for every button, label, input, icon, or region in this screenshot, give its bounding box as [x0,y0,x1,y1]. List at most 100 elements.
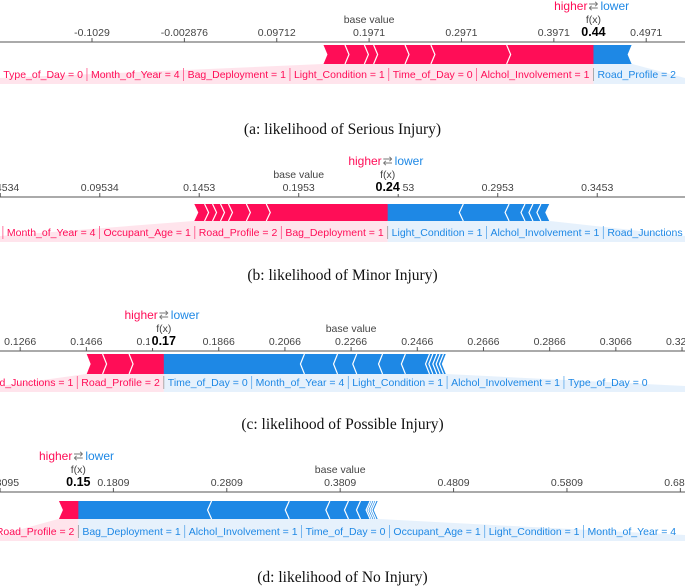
arrows-icon: ⇄ [588,0,598,13]
negative-separator [441,353,447,375]
negative-feature-label: Bag_Deployment = 1 [82,526,181,538]
force-plot-serious-injury: -0.1029 -0.002876 0.09712 0.1971 0.2971 0.397… [0,0,685,150]
positive-separator [57,500,63,520]
negative-segment [536,204,550,221]
force-plot-svg: 0.12660.14660.16660.18660.20660.22660.24… [0,308,685,392]
negative-separator [332,353,339,375]
positive-separator [85,353,91,375]
negative-feature-label: Type_of_Day = 0 [568,377,648,389]
negative-segment [528,204,541,221]
negative-separator [377,353,384,375]
positive-segment [228,204,251,221]
positive-separator [265,203,271,222]
negative-separator [400,353,406,375]
positive-fade-band [0,374,164,392]
positive-feature-label: Light_Condition = 1 [294,69,385,81]
tick-label: 0.1466 [70,336,102,348]
caption: (c: likelihood of Possible Injury) [241,416,444,433]
positive-segment [322,45,349,64]
negative-segment [387,204,464,221]
negative-segment [428,354,437,374]
positive-separator [204,203,210,222]
positive-separator [102,353,108,375]
positive-separator [227,203,234,222]
positive-segment [58,501,83,519]
negative-separator [343,500,350,520]
positive-fade-band [0,519,79,541]
positive-feature-label: Road_Junctions = 1 [0,377,73,389]
tick-label: 0.09712 [258,27,296,39]
force-plot-svg: -0.1029 -0.002876 0.09712 0.1971 0.2971 0.397… [0,0,685,84]
negative-segment [378,354,406,374]
lower-label: lower [600,0,629,13]
positive-separator [212,203,218,222]
positive-fade-band [0,64,594,84]
positive-separator [219,203,226,222]
positive-separator [322,44,328,65]
tick-label: 0.6809 [664,477,685,489]
tick-label: -0.1029 [74,27,110,39]
tick-label: 0.09534 [81,182,119,194]
negative-separator [438,353,444,375]
fx-value-bg [579,25,608,39]
negative-fade-band [163,374,685,392]
tick-label: 0.2866 [534,336,566,348]
positive-fade-band [0,221,388,242]
negative-separator [504,203,510,222]
negative-segment [333,354,357,374]
positive-separator [430,44,436,65]
positive-feature-label: Road_Profile = 2 [81,377,160,389]
negative-segment [285,501,330,519]
tick-label: 0.1266 [4,336,36,348]
negative-feature-label: Month_of_Year = 4 [256,377,345,389]
positive-feature-label: Time_of_Day = 0 [393,69,473,81]
tick-label: 0.2809 [211,477,243,489]
output-value: 0.17 [152,334,176,348]
positive-separator [193,203,199,222]
negative-segment [300,354,338,374]
positive-segment [220,204,233,221]
negative-separator [545,203,551,222]
caption: (a: likelihood of Serious Injury) [243,121,442,138]
negative-separator [325,500,331,520]
lower-label: lower [395,154,424,168]
output-value: 0.24 [376,180,400,194]
negative-separator [206,500,213,520]
fx-label: f(x) [156,323,171,335]
tick-label: 0.1453 [183,182,215,194]
tick-label: 0.4809 [438,477,470,489]
positive-segment [373,45,410,64]
positive-feature-label: Type_of_Day = 0 [3,69,83,81]
negative-separator [627,44,633,65]
negative-segment [459,204,510,221]
caption: (b: likelihood of Minor Injury) [247,267,438,284]
negative-feature-label: Road_Junctions = 1 [607,227,685,239]
negative-separator [373,500,379,520]
tick-label: 0.1866 [203,336,235,348]
negative-segment [352,354,383,374]
force-plot-svg: 0.08095 0.1809 0.2809 0.3809 0.4809 0.5809 0.6… [0,449,685,541]
higher-label: higher [554,0,587,13]
tick-label: 0.1953 [283,182,315,194]
tick-label: 0.2971 [445,27,477,39]
tick-label: 0.1971 [353,27,385,39]
force-plot-no-injury: 0.08095 0.1809 0.2809 0.3809 0.4809 0.5809 0.6… [0,449,685,586]
tick-label: 0.3971 [538,27,570,39]
negative-separator [536,203,542,222]
positive-segment [506,45,598,64]
tick-label: -0.002876 [161,27,208,39]
negative-separator [458,203,464,222]
negative-separator [352,353,358,375]
arrows-icon: ⇄ [73,449,83,463]
positive-segment [212,204,225,221]
positive-segment [193,204,209,221]
positive-segment [86,354,107,374]
positive-feature-label: Occupant_Age = 1 [104,227,191,239]
fx-label: f(x) [380,169,395,181]
positive-segment [364,45,378,64]
positive-feature-label: Month_of_Year = 4 [7,227,96,239]
negative-feature-label: Light_Condition = 1 [392,227,483,239]
positive-separator [128,353,134,375]
positive-separator [373,44,379,65]
negative-separator [365,500,371,520]
